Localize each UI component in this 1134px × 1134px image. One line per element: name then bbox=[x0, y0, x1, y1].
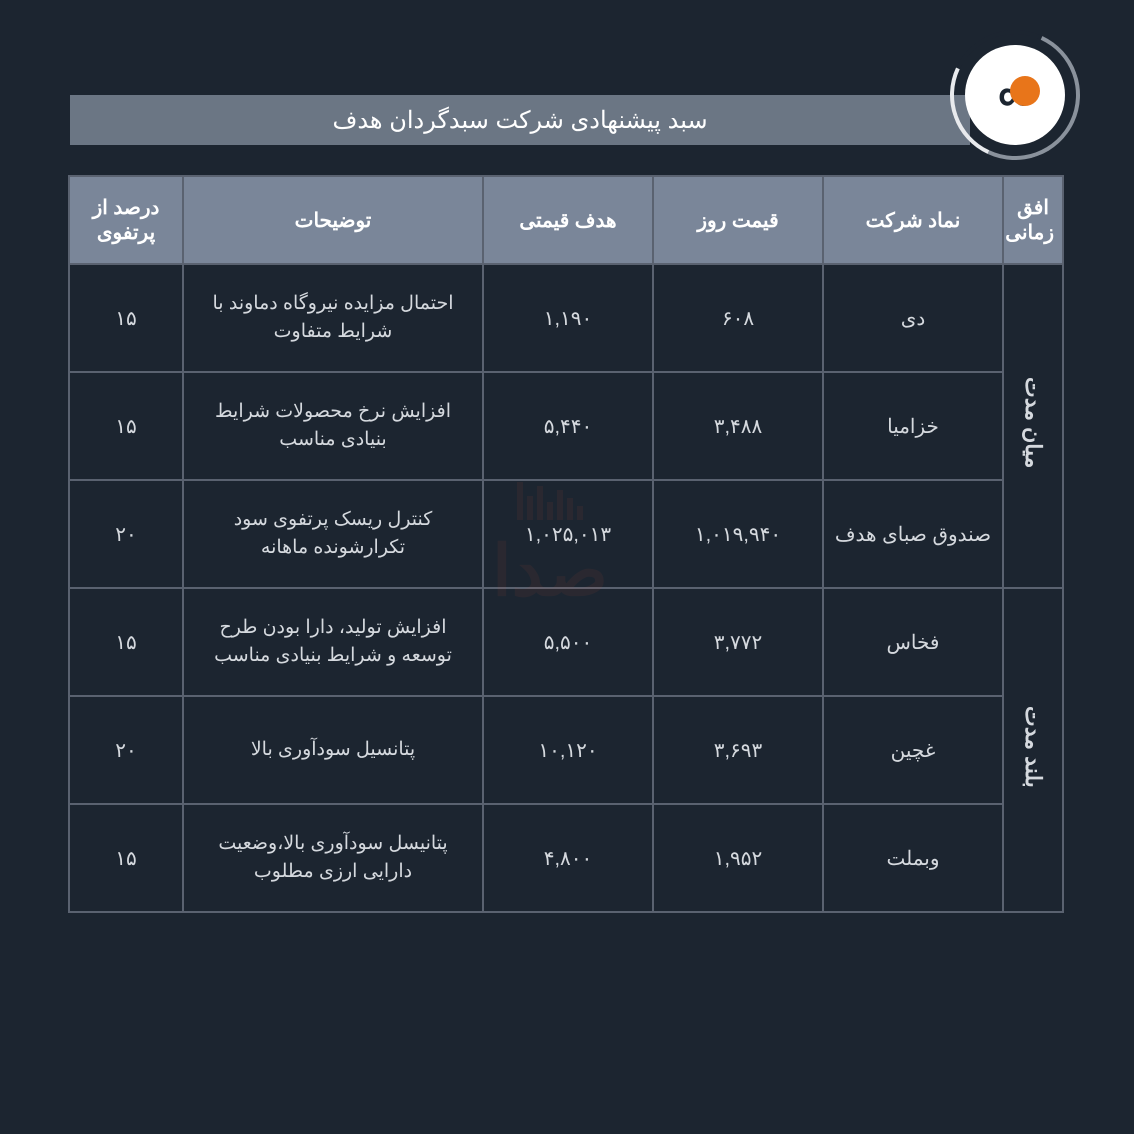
cell-symbol: فخاس bbox=[823, 588, 1003, 696]
cell-desc: کنترل ریسک پرتفوی سود تکرارشونده ماهانه bbox=[183, 480, 483, 588]
cell-target: ۱۰,۱۲۰ bbox=[483, 696, 653, 804]
table-header-row: افق زمانی نماد شرکت قیمت روز هدف قیمتی ت… bbox=[69, 176, 1063, 264]
cell-price: ۶۰۸ bbox=[653, 264, 823, 372]
cell-percent: ۲۰ bbox=[69, 696, 183, 804]
portfolio-table-container: افق زمانی نماد شرکت قیمت روز هدف قیمتی ت… bbox=[70, 175, 1064, 913]
cell-desc: افزایش تولید، دارا بودن طرح توسعه و شرای… bbox=[183, 588, 483, 696]
col-header-target: هدف قیمتی bbox=[483, 176, 653, 264]
cell-percent: ۱۵ bbox=[69, 804, 183, 912]
cell-percent: ۱۵ bbox=[69, 588, 183, 696]
logo-infinity-icon: ∞ bbox=[998, 68, 1032, 123]
cell-symbol: وبملت bbox=[823, 804, 1003, 912]
portfolio-table: افق زمانی نماد شرکت قیمت روز هدف قیمتی ت… bbox=[68, 175, 1064, 913]
cell-desc: پتانیسل سودآوری بالا،وضعیت دارایی ارزی م… bbox=[183, 804, 483, 912]
cell-price: ۱,۹۵۲ bbox=[653, 804, 823, 912]
cell-desc: افزایش نرخ محصولات شرایط بنیادی مناسب bbox=[183, 372, 483, 480]
cell-price: ۳,۶۹۳ bbox=[653, 696, 823, 804]
cell-percent: ۲۰ bbox=[69, 480, 183, 588]
col-header-horizon: افق زمانی bbox=[1003, 176, 1063, 264]
table-row: بلند مدت فخاس ۳,۷۷۲ ۵,۵۰۰ افزایش تولید، … bbox=[69, 588, 1063, 696]
cell-target: ۵,۴۴۰ bbox=[483, 372, 653, 480]
cell-symbol: غچین bbox=[823, 696, 1003, 804]
table-body: میان مدت دی ۶۰۸ ۱,۱۹۰ احتمال مزایده نیرو… bbox=[69, 264, 1063, 912]
table-row: وبملت ۱,۹۵۲ ۴,۸۰۰ پتانیسل سودآوری بالا،و… bbox=[69, 804, 1063, 912]
horizon-cell-longterm: بلند مدت bbox=[1003, 588, 1063, 912]
table-row: میان مدت دی ۶۰۸ ۱,۱۹۰ احتمال مزایده نیرو… bbox=[69, 264, 1063, 372]
col-header-desc: توضیحات bbox=[183, 176, 483, 264]
cell-target: ۵,۵۰۰ bbox=[483, 588, 653, 696]
cell-percent: ۱۵ bbox=[69, 372, 183, 480]
table-row: غچین ۳,۶۹۳ ۱۰,۱۲۰ پتانسیل سودآوری بالا ۲… bbox=[69, 696, 1063, 804]
cell-desc: احتمال مزایده نیروگاه دماوند با شرایط مت… bbox=[183, 264, 483, 372]
table-row: خزامیا ۳,۴۸۸ ۵,۴۴۰ افزایش نرخ محصولات شر… bbox=[69, 372, 1063, 480]
col-header-price: قیمت روز bbox=[653, 176, 823, 264]
cell-target: ۱,۰۲۵,۰۱۳ bbox=[483, 480, 653, 588]
cell-symbol: صندوق صبای هدف bbox=[823, 480, 1003, 588]
cell-target: ۴,۸۰۰ bbox=[483, 804, 653, 912]
cell-desc: پتانسیل سودآوری بالا bbox=[183, 696, 483, 804]
cell-price: ۳,۴۸۸ bbox=[653, 372, 823, 480]
title-bar: سبد پیشنهادی شرکت سبدگردان هدف bbox=[70, 95, 970, 145]
cell-price: ۳,۷۷۲ bbox=[653, 588, 823, 696]
cell-percent: ۱۵ bbox=[69, 264, 183, 372]
page-title: سبد پیشنهادی شرکت سبدگردان هدف bbox=[332, 106, 707, 135]
brand-logo: ∞ bbox=[950, 30, 1080, 160]
col-header-symbol: نماد شرکت bbox=[823, 176, 1003, 264]
horizon-cell-midterm: میان مدت bbox=[1003, 264, 1063, 588]
cell-symbol: خزامیا bbox=[823, 372, 1003, 480]
cell-target: ۱,۱۹۰ bbox=[483, 264, 653, 372]
col-header-percent: درصد از پرتفوی bbox=[69, 176, 183, 264]
cell-price: ۱,۰۱۹,۹۴۰ bbox=[653, 480, 823, 588]
table-row: صندوق صبای هدف ۱,۰۱۹,۹۴۰ ۱,۰۲۵,۰۱۳ کنترل… bbox=[69, 480, 1063, 588]
cell-symbol: دی bbox=[823, 264, 1003, 372]
